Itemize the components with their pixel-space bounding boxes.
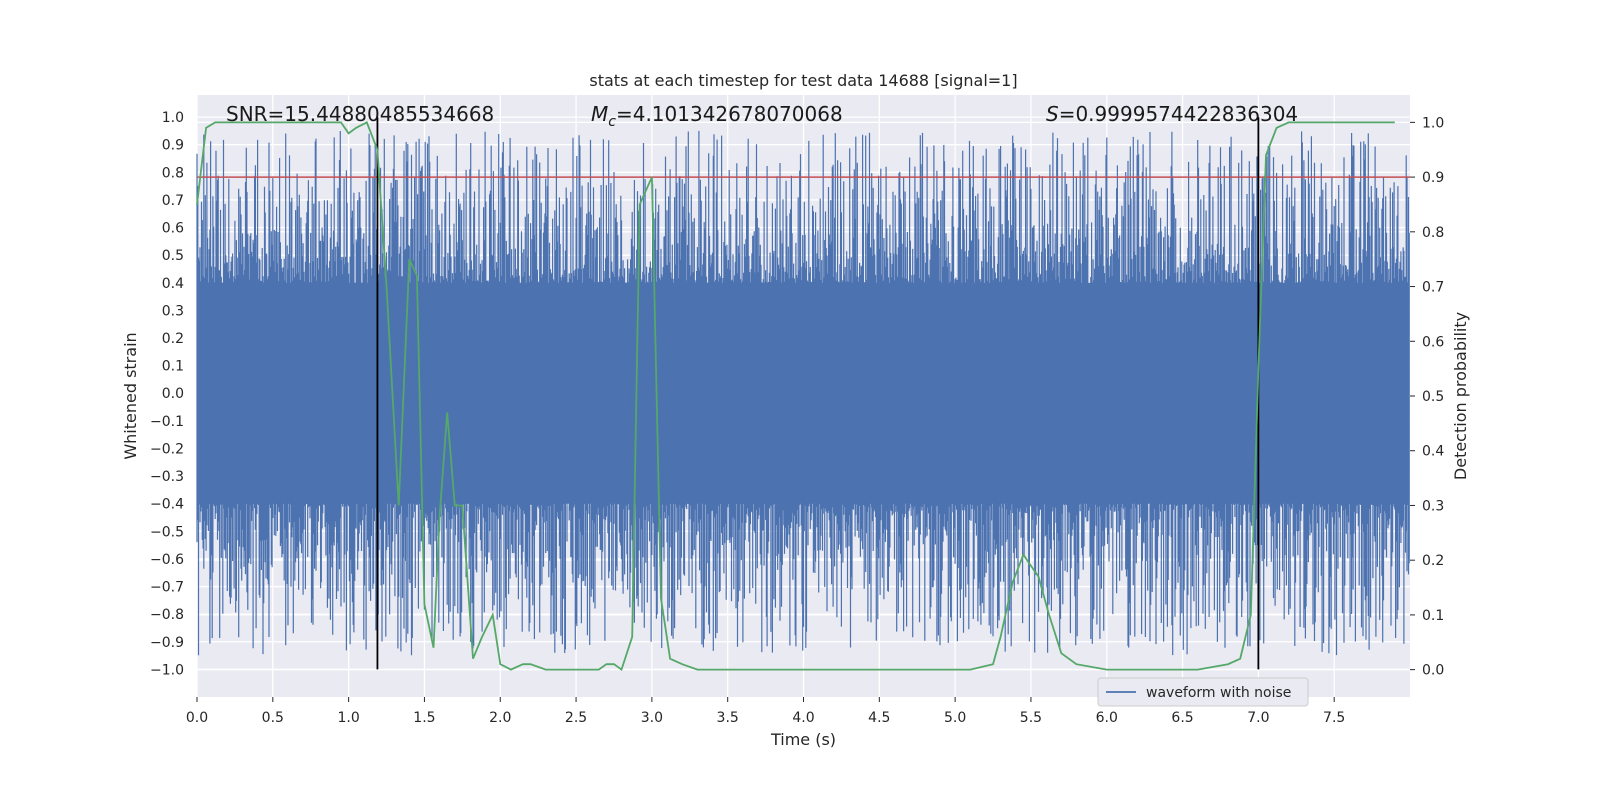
y-left-tick-label: −0.2 <box>150 441 184 457</box>
y-right-tick-label: 0.8 <box>1422 225 1444 241</box>
x-tick-label: 6.0 <box>1096 710 1118 726</box>
y-left-tick-label: −0.8 <box>150 607 184 623</box>
x-tick-label: 2.0 <box>489 710 511 726</box>
y-axis-right: 0.0 0.1 0.2 0.3 0.4 0.5 0.6 0.7 0.8 0.9 1.0 <box>1410 115 1444 679</box>
y-left-tick-label: 1.0 <box>162 110 184 126</box>
x-tick-label: 5.0 <box>944 710 966 726</box>
detection-probability-series <box>196 121 1395 672</box>
y-axis-left-label: Whitened strain <box>121 332 140 459</box>
x-tick-label: 4.0 <box>792 710 814 726</box>
x-tick-label: 7.5 <box>1323 710 1345 726</box>
y-left-tick-label: −0.7 <box>150 580 184 596</box>
data-layer <box>196 117 1410 672</box>
y-left-tick-label: −0.6 <box>150 552 184 568</box>
legend-box <box>1097 677 1309 707</box>
y-right-tick-label: 0.3 <box>1422 498 1444 514</box>
y-left-tick-label: −0.1 <box>150 414 184 430</box>
x-axis-label: Time (s) <box>770 730 836 749</box>
y-left-tick-label: −0.4 <box>150 497 184 513</box>
y-right-tick-label: 0.5 <box>1422 389 1444 405</box>
x-tick-label: 3.5 <box>717 710 739 726</box>
x-tick-label: 2.5 <box>565 710 587 726</box>
legend-entry-waveform: waveform with noise <box>1146 685 1291 701</box>
x-axis: 0.0 0.5 1.0 1.5 2.0 2.5 3.0 3.5 4.0 4.5 5.0 5.5 6.0 6… <box>186 697 1345 726</box>
y-right-tick-label: 1.0 <box>1422 115 1444 131</box>
y-axis-right-label: Detection probability <box>1451 312 1470 480</box>
chart-title: stats at each timestep for test data 146… <box>589 71 1017 90</box>
y-left-tick-label: −0.5 <box>150 524 184 540</box>
y-right-tick-label: 0.1 <box>1422 608 1444 624</box>
y-left-tick-label: −0.3 <box>150 469 184 485</box>
y-right-tick-label: 0.6 <box>1422 334 1444 350</box>
y-left-tick-label: −0.9 <box>150 635 184 651</box>
y-right-tick-label: 0.2 <box>1422 553 1444 569</box>
y-right-tick-label: 0.7 <box>1422 280 1444 296</box>
statistic-annotation: S=0.9999574422836304 <box>1046 102 1298 126</box>
x-tick-label: 0.5 <box>262 710 284 726</box>
y-left-tick-label: 0.8 <box>162 165 184 181</box>
snr-annotation: SNR=15.44880485534668 <box>226 102 494 126</box>
legend: waveform with noise <box>1097 677 1309 707</box>
y-left-tick-label: 0.3 <box>162 303 184 319</box>
y-left-tick-label: 0.0 <box>162 386 184 402</box>
y-axis-left: −1.0 −0.9 −0.8 −0.7 −0.6 −0.5 −0.4 −0.3 −0.2 −0.1… <box>150 110 184 678</box>
y-right-tick-label: 0.9 <box>1422 170 1444 186</box>
x-tick-label: 3.0 <box>641 710 663 726</box>
waveform-series <box>196 130 1410 656</box>
s-symbol: S <box>1046 102 1059 126</box>
x-tick-label: 5.5 <box>1020 710 1042 726</box>
chirp-mass-annotation: Mc=4.101342678070068 <box>591 102 843 130</box>
y-right-tick-label: 0.0 <box>1422 663 1444 679</box>
mc-value: =4.101342678070068 <box>616 102 843 126</box>
y-left-tick-label: 0.4 <box>162 276 184 292</box>
y-left-tick-label: 0.5 <box>162 248 184 264</box>
y-right-tick-label: 0.4 <box>1422 444 1444 460</box>
x-tick-label: 4.5 <box>868 710 890 726</box>
y-left-tick-label: 0.2 <box>162 331 184 347</box>
y-left-tick-label: 0.9 <box>162 138 184 154</box>
y-left-tick-label: −1.0 <box>150 662 184 678</box>
s-value: =0.9999574422836304 <box>1059 102 1298 126</box>
x-tick-label: 1.5 <box>413 710 435 726</box>
x-tick-label: 6.5 <box>1171 710 1193 726</box>
x-tick-label: 1.0 <box>337 710 359 726</box>
mc-symbol: M <box>591 102 608 126</box>
x-tick-label: 0.0 <box>186 710 208 726</box>
x-tick-label: 7.0 <box>1247 710 1269 726</box>
y-left-tick-label: 0.6 <box>162 221 184 237</box>
y-left-tick-label: 0.7 <box>162 193 184 209</box>
mc-subscript: c <box>608 114 616 130</box>
y-left-tick-label: 0.1 <box>162 359 184 375</box>
